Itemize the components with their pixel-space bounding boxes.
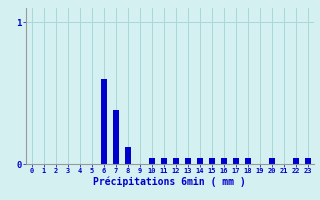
Bar [220,158,227,164]
Bar [244,158,251,164]
Bar [161,158,167,164]
Bar [113,110,119,164]
Bar [305,158,311,164]
Bar [100,79,107,164]
Bar [209,158,215,164]
Bar [233,158,239,164]
Bar [148,158,155,164]
Bar [172,158,179,164]
Bar [196,158,203,164]
X-axis label: Précipitations 6min ( mm ): Précipitations 6min ( mm ) [93,177,246,187]
Bar [268,158,275,164]
Bar [124,147,131,164]
Bar [292,158,299,164]
Bar [185,158,191,164]
